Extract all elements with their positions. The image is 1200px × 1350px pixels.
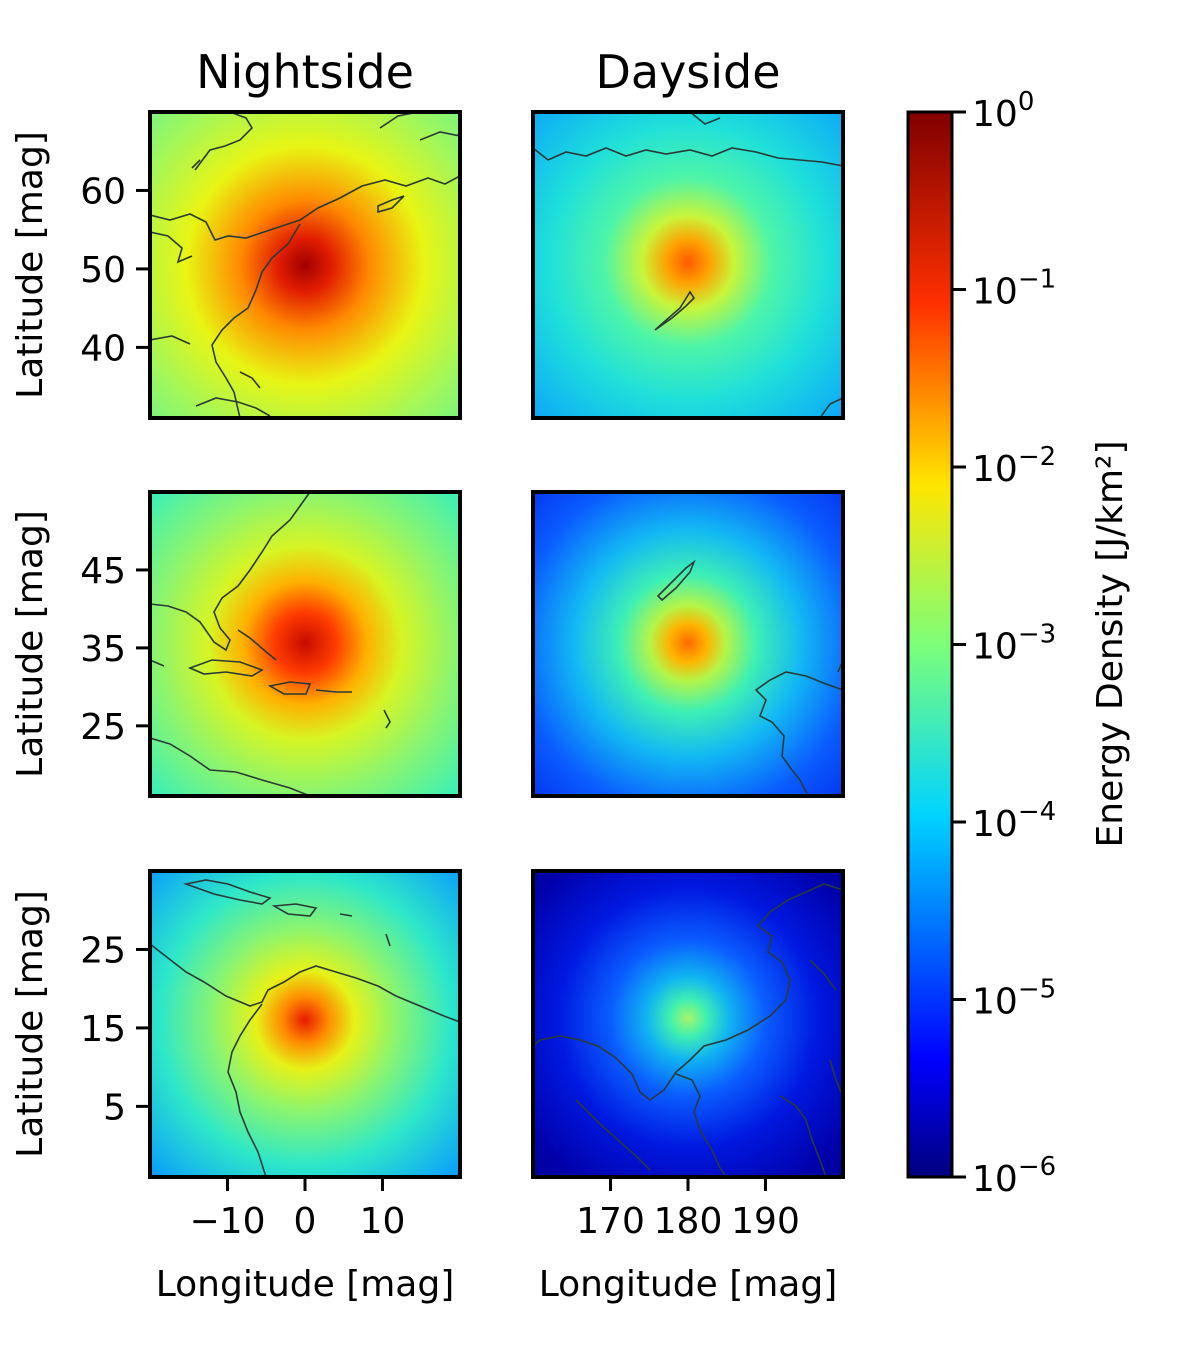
heatmap-field (533, 492, 843, 796)
heatmap-field (533, 112, 843, 418)
heatmap-field (150, 871, 460, 1177)
y-tick-label: 35 (80, 629, 126, 670)
y-tick-label: 25 (80, 707, 126, 748)
colorbar-tick-label: 10−3 (972, 620, 1056, 668)
heatmap-field (150, 112, 460, 418)
colorbar-tick-label: 10−6 (972, 1152, 1056, 1200)
y-axis-ticks: 60 50 40 45 35 25 25 15 5 (80, 171, 150, 1128)
x-axis-ticks: −10 0 10 170 180 190 (190, 1177, 800, 1242)
coastline (150, 112, 460, 418)
x-tick-label: 10 (360, 1201, 406, 1242)
x-tick-label: 0 (294, 1201, 317, 1242)
coastline (150, 492, 391, 796)
coastline (533, 883, 843, 1177)
colorbar: 100 10−1 10−2 10−3 10−4 10−5 10−6 Energy Densi… (906, 87, 1131, 1200)
coastline (533, 112, 843, 418)
colorbar-gradient (906, 110, 954, 1179)
colorbar-tick-label: 10−5 (972, 975, 1056, 1023)
y-tick-label: 25 (80, 930, 126, 971)
panel-nightside-bottom (148, 869, 462, 1179)
panel-nightside-top (148, 110, 462, 420)
panel-nightside-middle (148, 490, 462, 798)
colorbar-tick-label: 100 (972, 87, 1034, 135)
colorbar-tick-label: 10−4 (972, 797, 1056, 845)
panel-dayside-top (531, 110, 845, 420)
x-tick-label: −10 (190, 1201, 266, 1242)
x-axis-label-nightside: Longitude [mag] (156, 1264, 455, 1305)
colorbar-tick-label: 10−2 (972, 442, 1056, 490)
x-tick-label: 180 (654, 1201, 723, 1242)
y-tick-label: 60 (80, 171, 126, 212)
panel-dayside-bottom (531, 869, 845, 1179)
y-axis-label-middle: Latitude [mag] (10, 510, 51, 778)
heatmap-field (533, 871, 843, 1177)
y-tick-label: 50 (80, 250, 126, 291)
y-tick-label: 15 (80, 1009, 126, 1050)
y-tick-label: 40 (80, 328, 126, 369)
x-axis-label-dayside: Longitude [mag] (539, 1264, 838, 1305)
title-nightside: Nightside (196, 45, 414, 99)
y-tick-label: 45 (80, 551, 126, 592)
panel-dayside-middle (531, 490, 845, 798)
heatmap-field (150, 492, 460, 796)
coastline (150, 879, 460, 1177)
colorbar-tick-label: 10−1 (972, 265, 1056, 313)
x-tick-label: 190 (731, 1201, 800, 1242)
y-axis-label-top: Latitude [mag] (10, 131, 51, 399)
title-dayside: Dayside (595, 45, 780, 99)
y-axis-label-bottom: Latitude [mag] (10, 890, 51, 1158)
x-tick-label: 170 (576, 1201, 645, 1242)
colorbar-label: Energy Density [J/km²] (1090, 441, 1131, 848)
colorbar-ticks: 100 10−1 10−2 10−3 10−4 10−5 10−6 (952, 87, 1056, 1200)
y-tick-label: 5 (103, 1087, 126, 1128)
